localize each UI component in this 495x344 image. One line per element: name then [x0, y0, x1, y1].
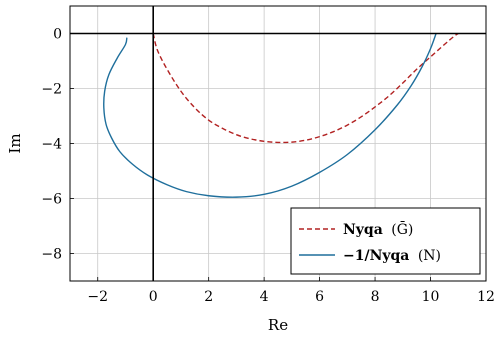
- x-tick-label: 0: [149, 289, 158, 305]
- legend-label-nyqa-g-main: Nyqa: [343, 222, 383, 238]
- tick-labels: −2 0 2 4 6 8 10 12 0 −2 −4 −6 −8: [41, 27, 495, 306]
- plot-frame: [69, 5, 487, 282]
- legend-label-nyqa-g-arg: (Ḡ): [391, 220, 413, 238]
- y-tick-label: −4: [41, 137, 62, 153]
- x-tick-label: −2: [87, 289, 108, 305]
- x-tick-label: 8: [371, 289, 380, 305]
- series-nyqa-g-curve: [152, 32, 459, 144]
- y-tick-label: −8: [41, 247, 62, 263]
- legend-box: [290, 207, 481, 275]
- legend-label-inverse-nyqa-n-main: −1/Nyqa: [343, 248, 409, 264]
- legend: Nyqa (Ḡ) −1/Nyqa (N): [290, 207, 481, 275]
- x-tick-label: 12: [477, 289, 495, 305]
- legend-label-nyqa-g: Nyqa (Ḡ): [343, 220, 413, 238]
- series-layer: [103, 32, 459, 198]
- x-axis-label: Re: [268, 316, 288, 334]
- legend-label-inverse-nyqa-n: −1/Nyqa (N): [343, 248, 441, 264]
- x-tick-label: 6: [315, 289, 324, 305]
- y-tick-label: −2: [41, 82, 62, 98]
- x-tick-label: 10: [422, 289, 440, 305]
- y-tick-label: 0: [53, 27, 62, 43]
- legend-label-inverse-nyqa-n-arg: (N): [418, 248, 441, 264]
- y-axis-label: Im: [6, 133, 24, 153]
- x-tick-label: 4: [260, 289, 269, 305]
- y-tick-label: −6: [41, 192, 62, 208]
- series-inverse-nyqa-n-curve: [103, 33, 437, 198]
- x-tick-label: 2: [204, 289, 213, 305]
